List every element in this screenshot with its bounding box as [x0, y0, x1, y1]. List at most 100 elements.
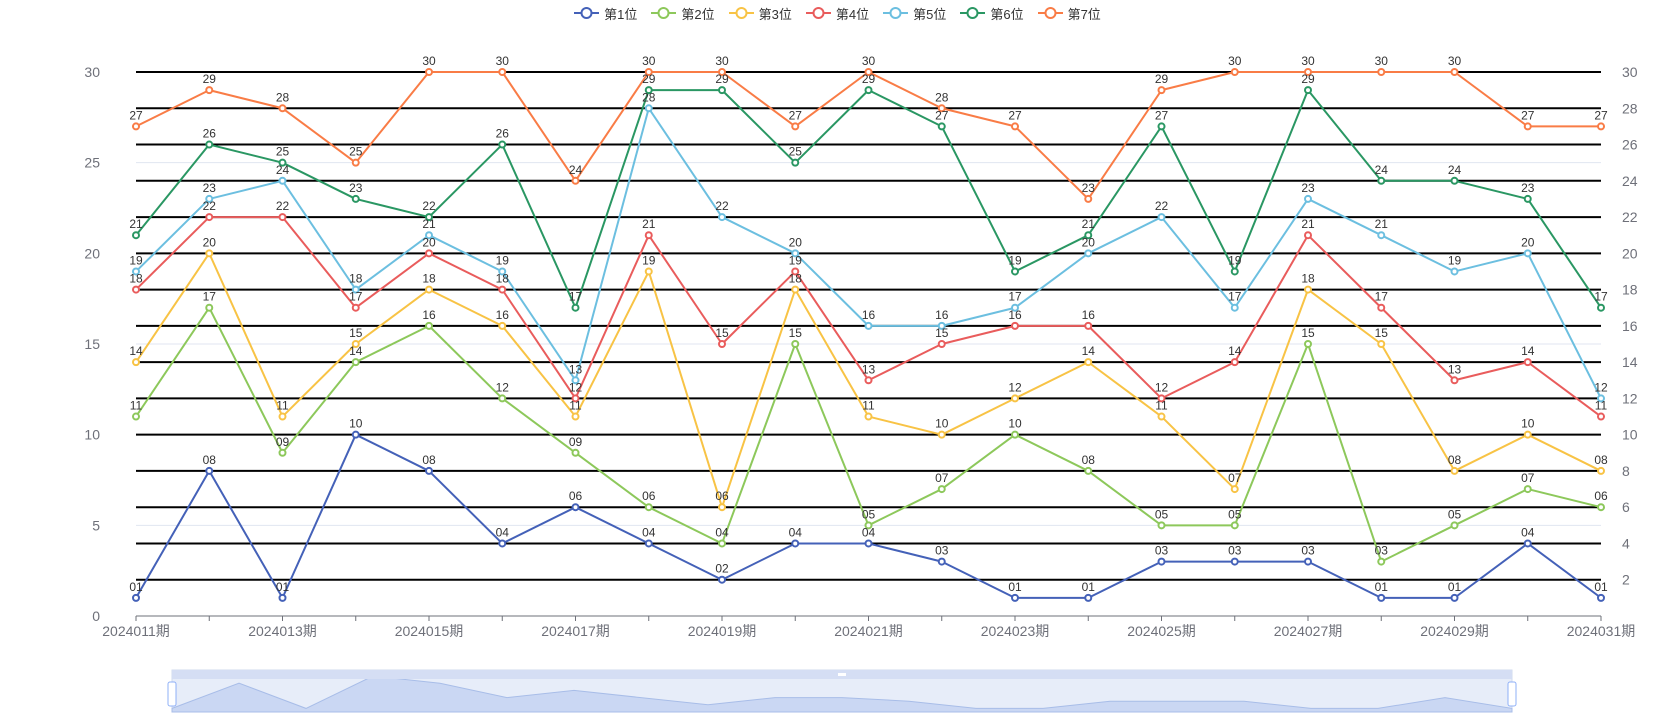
- zoom-end-handle[interactable]: [1507, 681, 1517, 707]
- data-point[interactable]: [644, 68, 653, 76]
- data-point[interactable]: [644, 86, 653, 95]
- data-point[interactable]: [1230, 267, 1239, 276]
- data-point[interactable]: [1377, 557, 1386, 566]
- data-point[interactable]: [1523, 358, 1532, 367]
- data-point[interactable]: [1230, 485, 1239, 494]
- data-point[interactable]: [278, 593, 287, 602]
- data-point[interactable]: [644, 539, 653, 548]
- data-point[interactable]: [718, 213, 726, 222]
- data-point[interactable]: [351, 430, 360, 439]
- data-point[interactable]: [205, 86, 214, 95]
- data-point[interactable]: [937, 485, 946, 494]
- data-point[interactable]: [132, 412, 140, 421]
- data-point[interactable]: [1084, 231, 1093, 240]
- data-point[interactable]: [644, 267, 653, 276]
- data-point[interactable]: [425, 321, 433, 330]
- data-point[interactable]: [791, 122, 800, 131]
- data-point[interactable]: [718, 539, 726, 548]
- data-point[interactable]: [1084, 593, 1093, 602]
- data-point[interactable]: [205, 303, 214, 312]
- data-point[interactable]: [1084, 249, 1093, 258]
- data-point[interactable]: [571, 448, 580, 457]
- data-point[interactable]: [1523, 485, 1532, 494]
- data-point[interactable]: [571, 176, 580, 185]
- data-point[interactable]: [425, 213, 433, 222]
- data-point[interactable]: [1377, 593, 1386, 602]
- data-point[interactable]: [1450, 68, 1459, 76]
- data-point[interactable]: [205, 249, 214, 258]
- data-point[interactable]: [498, 285, 507, 294]
- data-point[interactable]: [498, 394, 507, 403]
- legend-item-1[interactable]: 第1位: [574, 4, 637, 23]
- data-point[interactable]: [1450, 521, 1459, 530]
- data-point[interactable]: [718, 68, 726, 76]
- data-point[interactable]: [864, 521, 873, 530]
- data-point[interactable]: [205, 194, 214, 203]
- data-point[interactable]: [571, 394, 580, 403]
- data-point[interactable]: [937, 104, 946, 113]
- data-point[interactable]: [132, 231, 140, 240]
- data-point[interactable]: [1084, 358, 1093, 367]
- data-point[interactable]: [1157, 122, 1166, 131]
- data-point[interactable]: [864, 539, 873, 548]
- data-point[interactable]: [1523, 249, 1532, 258]
- data-point[interactable]: [132, 267, 140, 276]
- data-point[interactable]: [498, 539, 507, 548]
- data-point[interactable]: [1304, 194, 1312, 203]
- data-point[interactable]: [1011, 593, 1019, 602]
- data-point[interactable]: [1084, 321, 1093, 330]
- data-point[interactable]: [1377, 176, 1386, 185]
- data-point[interactable]: [718, 86, 726, 95]
- data-point[interactable]: [1597, 303, 1605, 312]
- data-point[interactable]: [278, 176, 287, 185]
- data-point[interactable]: [864, 376, 873, 385]
- legend-item-6[interactable]: 第6位: [960, 4, 1024, 23]
- data-point[interactable]: [1084, 194, 1093, 203]
- data-point[interactable]: [351, 340, 360, 348]
- data-point[interactable]: [571, 303, 580, 312]
- data-point[interactable]: [351, 358, 360, 367]
- data-point[interactable]: [1230, 557, 1239, 566]
- data-point[interactable]: [864, 68, 873, 76]
- data-point[interactable]: [1157, 394, 1166, 403]
- data-point[interactable]: [1597, 394, 1605, 403]
- data-point[interactable]: [1157, 86, 1166, 95]
- data-point[interactable]: [1157, 213, 1166, 222]
- data-point[interactable]: [718, 503, 726, 512]
- data-point[interactable]: [644, 503, 653, 512]
- data-point[interactable]: [644, 104, 653, 113]
- data-point[interactable]: [1304, 285, 1312, 294]
- data-point[interactable]: [718, 340, 726, 348]
- legend-item-2[interactable]: 第2位: [651, 4, 715, 23]
- data-point[interactable]: [1157, 521, 1166, 530]
- data-point[interactable]: [351, 194, 360, 203]
- data-point[interactable]: [791, 340, 800, 348]
- data-point[interactable]: [1157, 412, 1166, 421]
- data-point[interactable]: [1597, 503, 1605, 512]
- data-point[interactable]: [351, 303, 360, 312]
- data-point[interactable]: [1304, 557, 1312, 566]
- data-point[interactable]: [205, 466, 214, 475]
- data-point[interactable]: [1523, 194, 1532, 203]
- data-point[interactable]: [1230, 303, 1239, 312]
- data-point[interactable]: [132, 358, 140, 367]
- data-point[interactable]: [351, 285, 360, 294]
- data-point[interactable]: [278, 158, 287, 167]
- data-point[interactable]: [1523, 122, 1532, 131]
- data-point[interactable]: [1597, 122, 1605, 131]
- data-point[interactable]: [498, 267, 507, 276]
- data-point[interactable]: [864, 412, 873, 421]
- data-point[interactable]: [937, 557, 946, 566]
- data-point[interactable]: [1157, 557, 1166, 566]
- data-point[interactable]: [205, 213, 214, 222]
- data-point[interactable]: [1597, 593, 1605, 602]
- data-point[interactable]: [1230, 358, 1239, 367]
- data-point[interactable]: [1377, 231, 1386, 240]
- data-point[interactable]: [351, 158, 360, 167]
- data-point[interactable]: [791, 267, 800, 276]
- data-point[interactable]: [1230, 68, 1239, 76]
- data-point[interactable]: [1377, 303, 1386, 312]
- data-point[interactable]: [937, 321, 946, 330]
- data-point[interactable]: [791, 539, 800, 548]
- data-point[interactable]: [1450, 376, 1459, 385]
